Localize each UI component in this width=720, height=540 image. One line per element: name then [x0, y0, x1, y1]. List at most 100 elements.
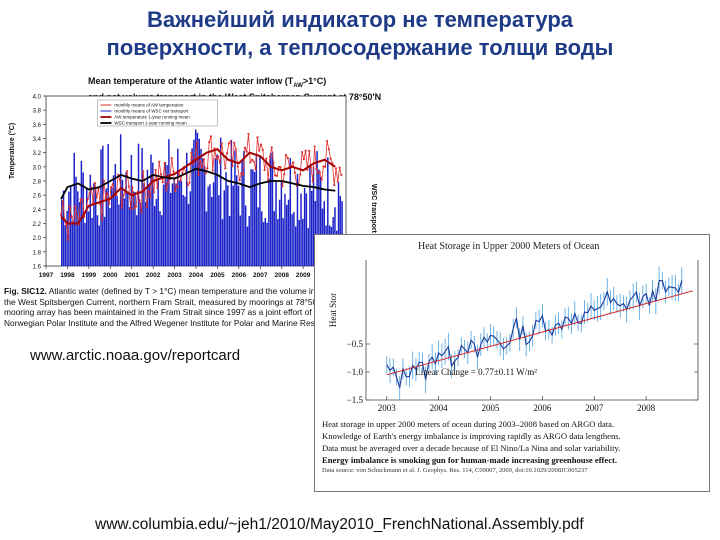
atlantic-y-axis-label: Temperature (°C) [8, 123, 16, 179]
atlantic-transport-bar [305, 193, 308, 266]
ocean-note-1: Heat storage in upper 2000 meters of oce… [322, 419, 615, 429]
atlantic-transport-bar [230, 139, 233, 266]
atlantic-temperature-point [81, 198, 84, 202]
atlantic-transport-bar [293, 212, 295, 266]
atlantic-x-tick-label: 2005 [210, 272, 225, 279]
atlantic-temperature-point [92, 201, 95, 204]
atlantic-temperature-point [70, 215, 73, 218]
atlantic-temperature-point [118, 178, 122, 181]
atlantic-temperature-point [175, 185, 179, 188]
atlantic-transport-bar [144, 202, 147, 266]
atlantic-transport-bar [186, 152, 188, 266]
atlantic-transport-bar [236, 175, 238, 266]
atlantic-temperature-point [93, 181, 97, 185]
atlantic-temperature-point [338, 166, 341, 169]
atlantic-transport-bar [225, 172, 227, 266]
atlantic-temperature-point [233, 141, 236, 144]
atlantic-transport-bar [80, 160, 83, 266]
atlantic-temperature-point [234, 148, 238, 151]
atlantic-temperature-point [292, 161, 295, 164]
atlantic-temperature-point [272, 161, 275, 165]
atlantic-transport-bar [157, 180, 159, 266]
atlantic-temperature-point [306, 168, 309, 171]
atlantic-transport-bar [136, 215, 138, 266]
atlantic-temperature-point [133, 207, 136, 210]
atlantic-transport-bar [194, 129, 197, 266]
atlantic-transport-bar [159, 211, 161, 266]
atlantic-temperature-point [65, 224, 68, 227]
atlantic-temperature-point [317, 171, 320, 174]
atlantic-transport-bar [284, 193, 286, 266]
atlantic-transport-bar [125, 172, 127, 266]
atlantic-transport-bar [141, 148, 143, 266]
atlantic-transport-bar [278, 199, 281, 266]
ocean-heat-chart: −0.5 −1.0 −1.5 Heat Stor 2003 2004 2005 2006 200… [328, 260, 699, 413]
atlantic-y-tick-label: 2.2 [33, 222, 42, 228]
atlantic-transport-bar [96, 215, 99, 266]
atlantic-temperature-point [104, 196, 107, 200]
atlantic-temperature-point [202, 158, 205, 161]
atlantic-transport-bar [182, 195, 184, 266]
atlantic-transport-bar [93, 183, 95, 266]
atlantic-transport-bar [152, 162, 154, 266]
atlantic-temperature-point [284, 153, 288, 157]
atlantic-temperature-point [129, 208, 132, 211]
atlantic-transport-bar [221, 219, 224, 266]
atlantic-transport-bar [234, 150, 236, 266]
atlantic-transport-bar [291, 214, 293, 266]
atlantic-temperature-point [68, 205, 72, 208]
atlantic-transport-bar [300, 193, 302, 266]
atlantic-transport-bar [311, 190, 313, 266]
atlantic-chart: 4.0 3.8 3.6 3.4 3.2 3.0 2.8 2.6 2.4 2.2 2.0 1.8 1.6 T… [8, 95, 377, 280]
atlantic-transport-bar [127, 191, 129, 266]
atlantic-transport-bar [214, 158, 217, 266]
atlantic-title-line1-end: >1°C) [302, 76, 327, 86]
ocean-y-tick-label: −1.0 [347, 367, 364, 377]
atlantic-transport-bar [177, 148, 179, 266]
atlantic-transport-bar [114, 163, 117, 266]
atlantic-transport-bar [203, 166, 206, 266]
atlantic-temperature-point [247, 132, 250, 136]
atlantic-transport-bar [178, 180, 181, 266]
atlantic-transport-bar [269, 153, 272, 266]
atlantic-transport-bar [116, 196, 118, 266]
atlantic-temperature-point [309, 166, 313, 169]
atlantic-temperature-point [333, 184, 336, 187]
atlantic-temperature-point [200, 166, 204, 169]
atlantic-transport-bar [286, 204, 288, 266]
atlantic-temperature-point [279, 166, 282, 169]
atlantic-temperature-point [308, 149, 311, 152]
ocean-source: Data source: von Schuckmann et al. J. Ge… [322, 467, 588, 474]
atlantic-transport-bar [171, 183, 174, 266]
atlantic-temperature-point [320, 178, 323, 181]
atlantic-transport-bar [187, 203, 190, 266]
atlantic-temperature-point [218, 161, 222, 165]
atlantic-temperature-point [106, 192, 109, 195]
atlantic-temperature-point [315, 167, 318, 171]
atlantic-y-tick-label: 3.2 [33, 151, 42, 157]
atlantic-temperature-point [250, 158, 254, 161]
atlantic-temperature-point [325, 140, 329, 143]
atlantic-transport-bar [307, 228, 309, 266]
ocean-chart-title: Heat Storage in Upper 2000 Meters of Oce… [418, 241, 600, 252]
atlantic-temperature-point [142, 170, 145, 173]
atlantic-temperature-point [95, 196, 98, 199]
atlantic-temperature-point [88, 192, 91, 195]
atlantic-legend-label: AW temperature 1-year running mean [114, 115, 190, 120]
atlantic-transport-bar [243, 151, 245, 266]
atlantic-transport-bar [150, 154, 152, 266]
ocean-x-tick-label: 2008 [637, 403, 656, 413]
atlantic-transport-bar [303, 187, 306, 266]
atlantic-transport-bar [128, 207, 131, 266]
atlantic-transport-bar [211, 196, 213, 266]
atlantic-temperature-point [242, 173, 245, 176]
atlantic-transport-bar [123, 198, 125, 266]
atlantic-temperature-point [304, 149, 307, 152]
atlantic-transport-bar [86, 188, 88, 266]
atlantic-temperature-point [179, 179, 182, 182]
atlantic-transport-bar [169, 192, 172, 266]
atlantic-transport-bar [168, 139, 170, 266]
arctic-url: www.arctic.noaa.gov/reportcard [30, 347, 241, 364]
atlantic-temperature-point [243, 146, 247, 149]
atlantic-transport-bar [78, 202, 81, 266]
